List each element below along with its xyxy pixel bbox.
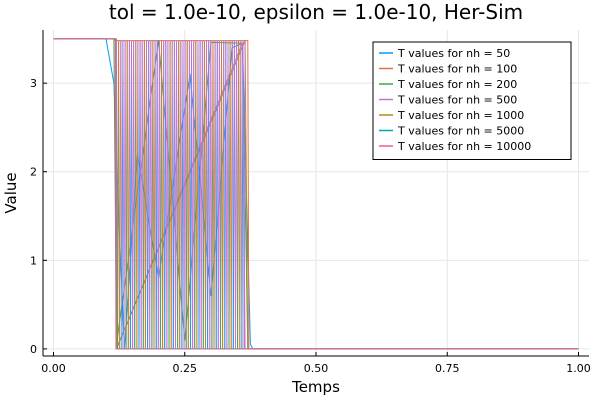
- legend-label: T values for nh = 1000: [397, 109, 524, 122]
- axes-layer: 0.00 0.25 0.50 0.75 1.00 0 1 2 3: [30, 30, 591, 375]
- legend-label: T values for nh = 5000: [397, 125, 524, 138]
- legend-label: T values for nh = 100: [397, 63, 517, 76]
- x-axis-label: Temps: [291, 378, 340, 396]
- legend-label: T values for nh = 500: [397, 94, 517, 107]
- legend: T values for nh = 50 T values for nh = 10…: [372, 41, 572, 160]
- series-layer: [53, 38, 579, 350]
- x-tick-label: 0.25: [173, 362, 198, 375]
- y-axis-label: Value: [2, 172, 20, 213]
- legend-label: T values for nh = 10000: [397, 140, 531, 153]
- x-tick-label: 1.00: [566, 362, 591, 375]
- series-line-3: [53, 38, 579, 350]
- legend-label: T values for nh = 200: [397, 78, 517, 91]
- series-line-7: [53, 38, 579, 350]
- oscillation-stroke: [243, 40, 246, 349]
- y-tick-label: 0: [30, 343, 37, 356]
- chart-title: tol = 1.0e-10, epsilon = 1.0e-10, Her-Si…: [109, 0, 523, 24]
- x-tick-label: 0.50: [304, 362, 329, 375]
- x-tick-label: 0.00: [41, 362, 66, 375]
- legend-label: T values for nh = 50: [397, 47, 510, 60]
- y-tick-label: 2: [30, 166, 37, 179]
- oscillation-region: [116, 40, 246, 349]
- x-tick-label: 0.75: [435, 362, 460, 375]
- y-tick-label: 3: [30, 77, 37, 90]
- legend-box: [372, 41, 572, 160]
- y-tick-label: 1: [30, 254, 37, 267]
